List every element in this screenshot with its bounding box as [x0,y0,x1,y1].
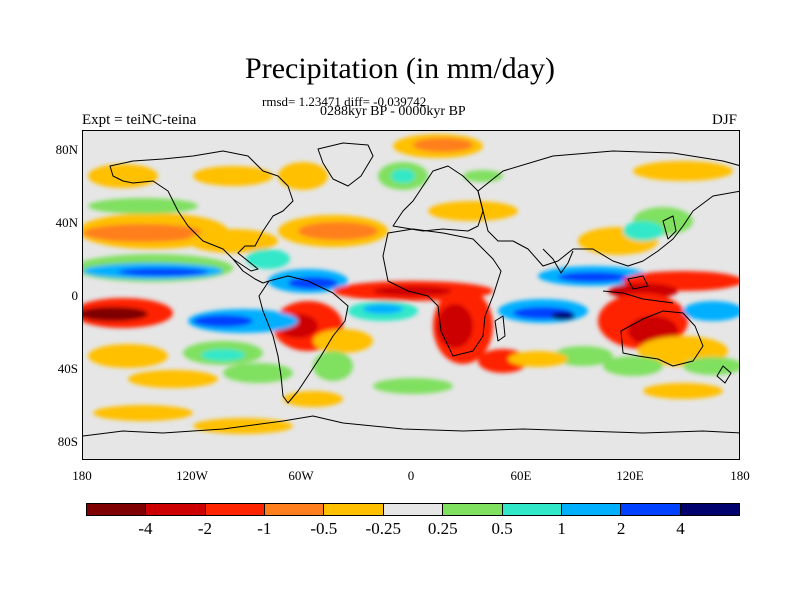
field-patch [551,312,575,320]
field-patch [88,344,168,368]
field-patch [558,272,628,282]
precipitation-map [82,130,740,460]
field-patch [193,166,273,186]
lon-tick-label: 180 [72,468,92,483]
field-patch [246,249,290,269]
map-title: Precipitation (in mm/day) [245,52,555,85]
colorbar [86,503,740,516]
field-patch [608,283,678,299]
precip-field [83,134,739,434]
field-patch [623,221,663,241]
field-patch [88,164,158,188]
field-patch [363,304,403,314]
season-label: DJF [712,112,738,128]
lat-tick-label: 80S [57,434,78,449]
field-patch [643,383,723,399]
field-patch [313,329,373,353]
lon-tick-label: 120W [176,468,208,483]
field-patch [683,357,739,375]
coast-south-america [258,275,349,404]
coast-europe [392,165,484,232]
field-patch [633,161,733,181]
colorbar-box [502,504,562,515]
lat-tick-label: 0 [71,288,79,303]
colorbar-label: -0.25 [365,519,401,538]
colorbar-label: 1 [557,519,566,538]
lat-tick-label: 40N [55,215,78,230]
colorbar-label: -4 [138,519,153,538]
colorbar-box [205,504,266,515]
colorbar-box [87,504,147,515]
field-patch [83,224,203,242]
field-patch [508,351,568,367]
coast-antarctica [83,415,739,437]
field-patch [413,138,473,152]
field-patch [603,356,663,376]
lon-tick-label: 60W [288,468,314,483]
experiment-label: Expt = teiNC-teina [82,112,197,128]
field-patch [373,286,453,296]
coast-new-zealand [716,365,732,384]
coast-africa [382,228,502,357]
coast-north-america [109,150,294,272]
colorbar-box [383,504,444,515]
field-patch [278,162,328,190]
colorbar-box [146,504,206,515]
colorbar-label: -0.5 [310,519,338,538]
field-patch [283,391,343,407]
field-patch [118,268,208,276]
colorbar-box [324,504,384,515]
field-patch [391,169,415,183]
colorbar-box [561,504,622,515]
field-patch [223,363,293,383]
coast-australia [620,310,704,367]
period-line: 0288kyr BP - 0000kyr BP [320,104,466,119]
colorbar-box [680,504,739,515]
colorbar-label: -1 [257,519,272,538]
colorbar-label: 0.5 [491,519,513,538]
coast-greenland [317,142,374,187]
field-patch [83,307,148,321]
field-patch [683,301,739,321]
map-svg [83,131,739,459]
coast-borneo [627,275,649,290]
field-patch [188,229,278,253]
colorbar-label: 4 [676,519,685,538]
colorbar-box [265,504,325,515]
field-patch [128,370,218,388]
lat-tick-label: 80N [55,142,78,157]
colorbar-label: 2 [616,519,626,538]
field-patch [298,222,378,240]
colorbar-label: 0.25 [427,519,458,538]
field-patch [373,378,453,394]
coastlines [83,142,739,437]
coast-asia [477,150,739,267]
field-patch [313,351,353,381]
coast-madagascar [494,315,506,342]
stats-line: rmsd= 1.23471 diff= -0.039742 [262,94,427,109]
coast-india [542,248,574,274]
coast-japan [662,215,677,240]
field-patch [93,405,193,421]
lon-tick-label: 0 [407,468,415,483]
colorbar-box [621,504,681,515]
field-patch [193,315,253,327]
lon-tick-label: 120E [616,468,644,483]
field-patch [88,198,198,214]
field-patch [437,304,473,348]
field-patch [201,349,245,361]
lon-tick-label: 180 [730,468,750,483]
field-patch [428,201,518,221]
lon-tick-label: 60E [510,468,532,483]
colorbar-label: -2 [197,519,212,538]
coast-central-america [232,258,270,284]
coast-indonesia [602,290,674,304]
colorbar-box [443,504,503,515]
field-patch [553,346,613,366]
lat-tick-label: 40S [57,361,78,376]
